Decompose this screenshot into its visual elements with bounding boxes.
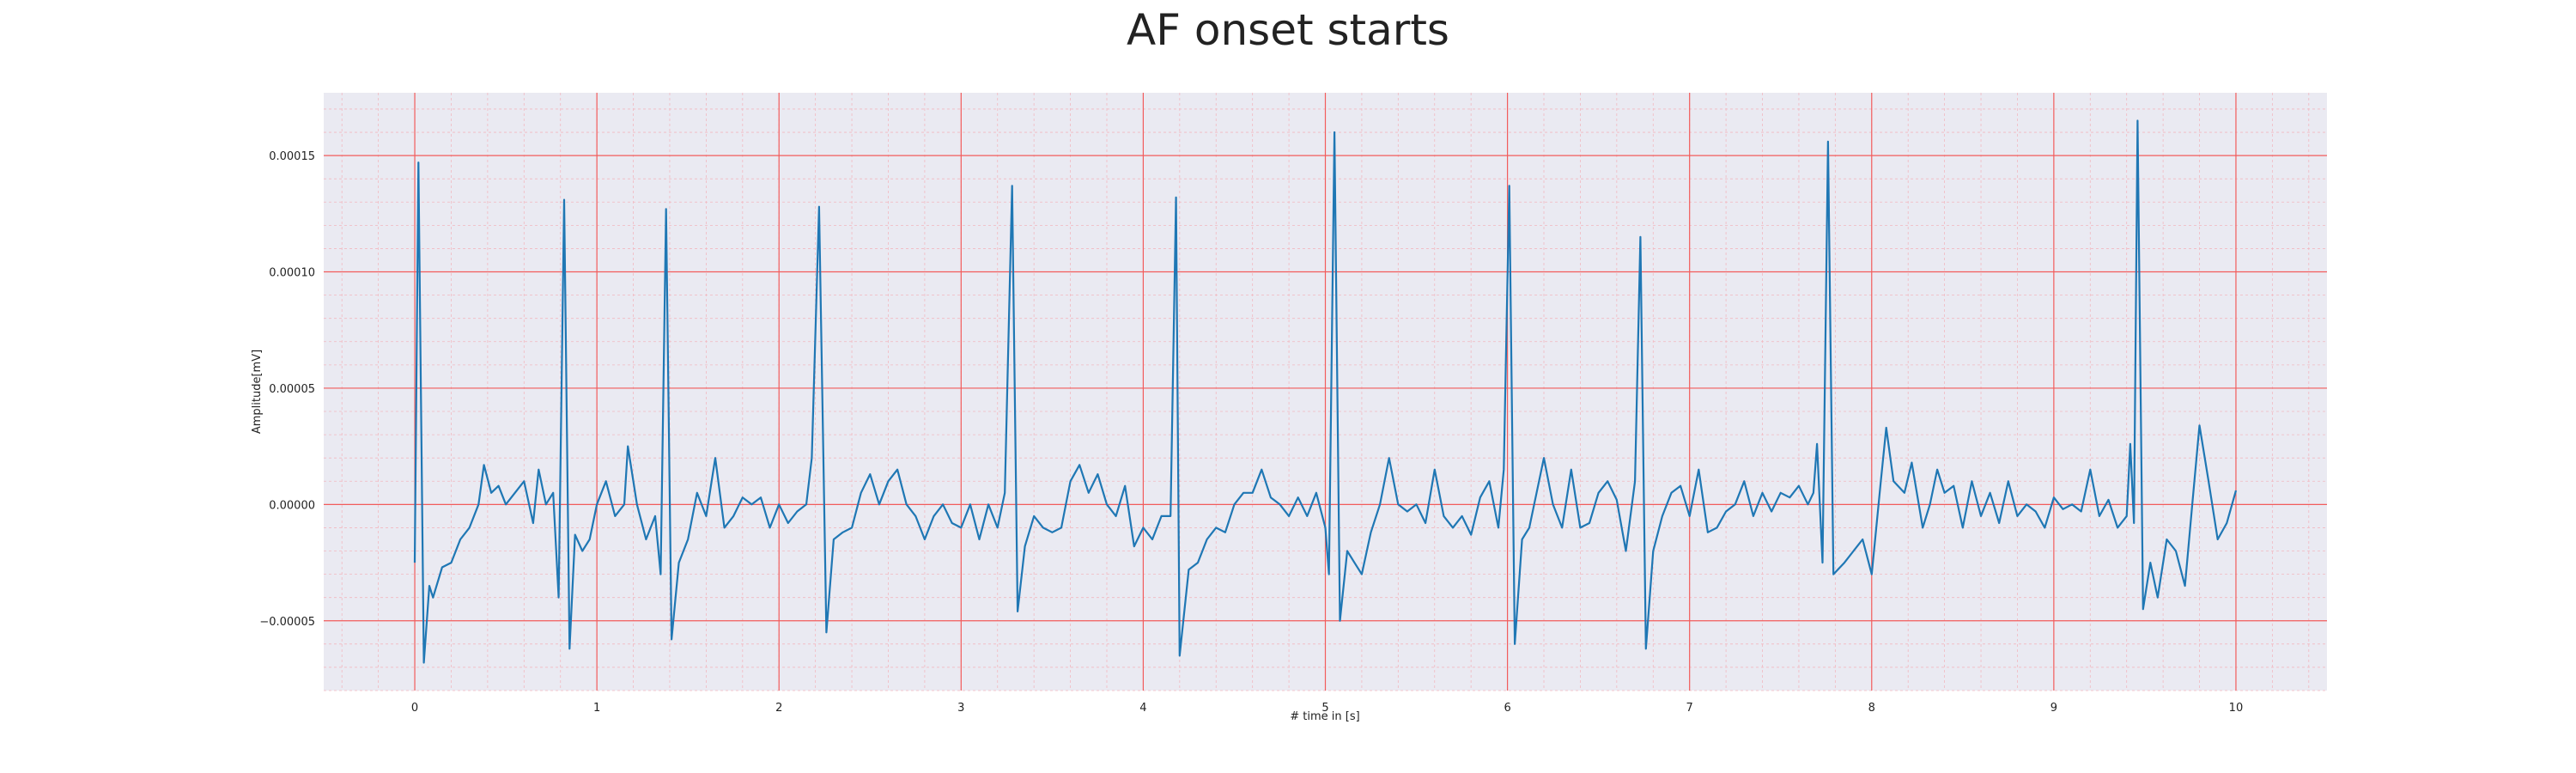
- x-tick-label: 4: [1139, 702, 1146, 715]
- y-tick-label: 0.00010: [269, 267, 315, 280]
- y-tick-label: 0.00005: [269, 383, 315, 396]
- x-axis-label: # time in [s]: [1290, 710, 1359, 723]
- x-tick-label: 10: [2229, 702, 2244, 715]
- x-tick-label: 3: [957, 702, 964, 715]
- y-tick-label: 0.00015: [269, 150, 315, 163]
- x-tick-label: 6: [1504, 702, 1510, 715]
- y-axis-ticks: −0.00005 0.00000 0.00005 0.00010 0.00015: [259, 150, 315, 629]
- x-tick-label: 0: [411, 702, 418, 715]
- x-tick-label: 2: [775, 702, 782, 715]
- x-tick-label: 7: [1686, 702, 1693, 715]
- x-tick-label: 8: [1868, 702, 1875, 715]
- x-axis-ticks: 0 1 2 3 4 5 6 7 8 9 10: [411, 702, 2243, 715]
- ecg-signal-line: [413, 119, 2238, 664]
- x-tick-label: 1: [593, 702, 600, 715]
- x-tick-label: 9: [2050, 702, 2057, 715]
- x-tick-label: 5: [1321, 702, 1328, 715]
- y-tick-label: −0.00005: [259, 616, 315, 629]
- chart-title: AF onset starts: [1127, 5, 1449, 55]
- series-layer: [413, 119, 2238, 664]
- major-grid: [324, 93, 2327, 691]
- y-tick-label: 0.00000: [269, 499, 315, 512]
- y-axis-label: Amplitude[mV]: [251, 350, 264, 434]
